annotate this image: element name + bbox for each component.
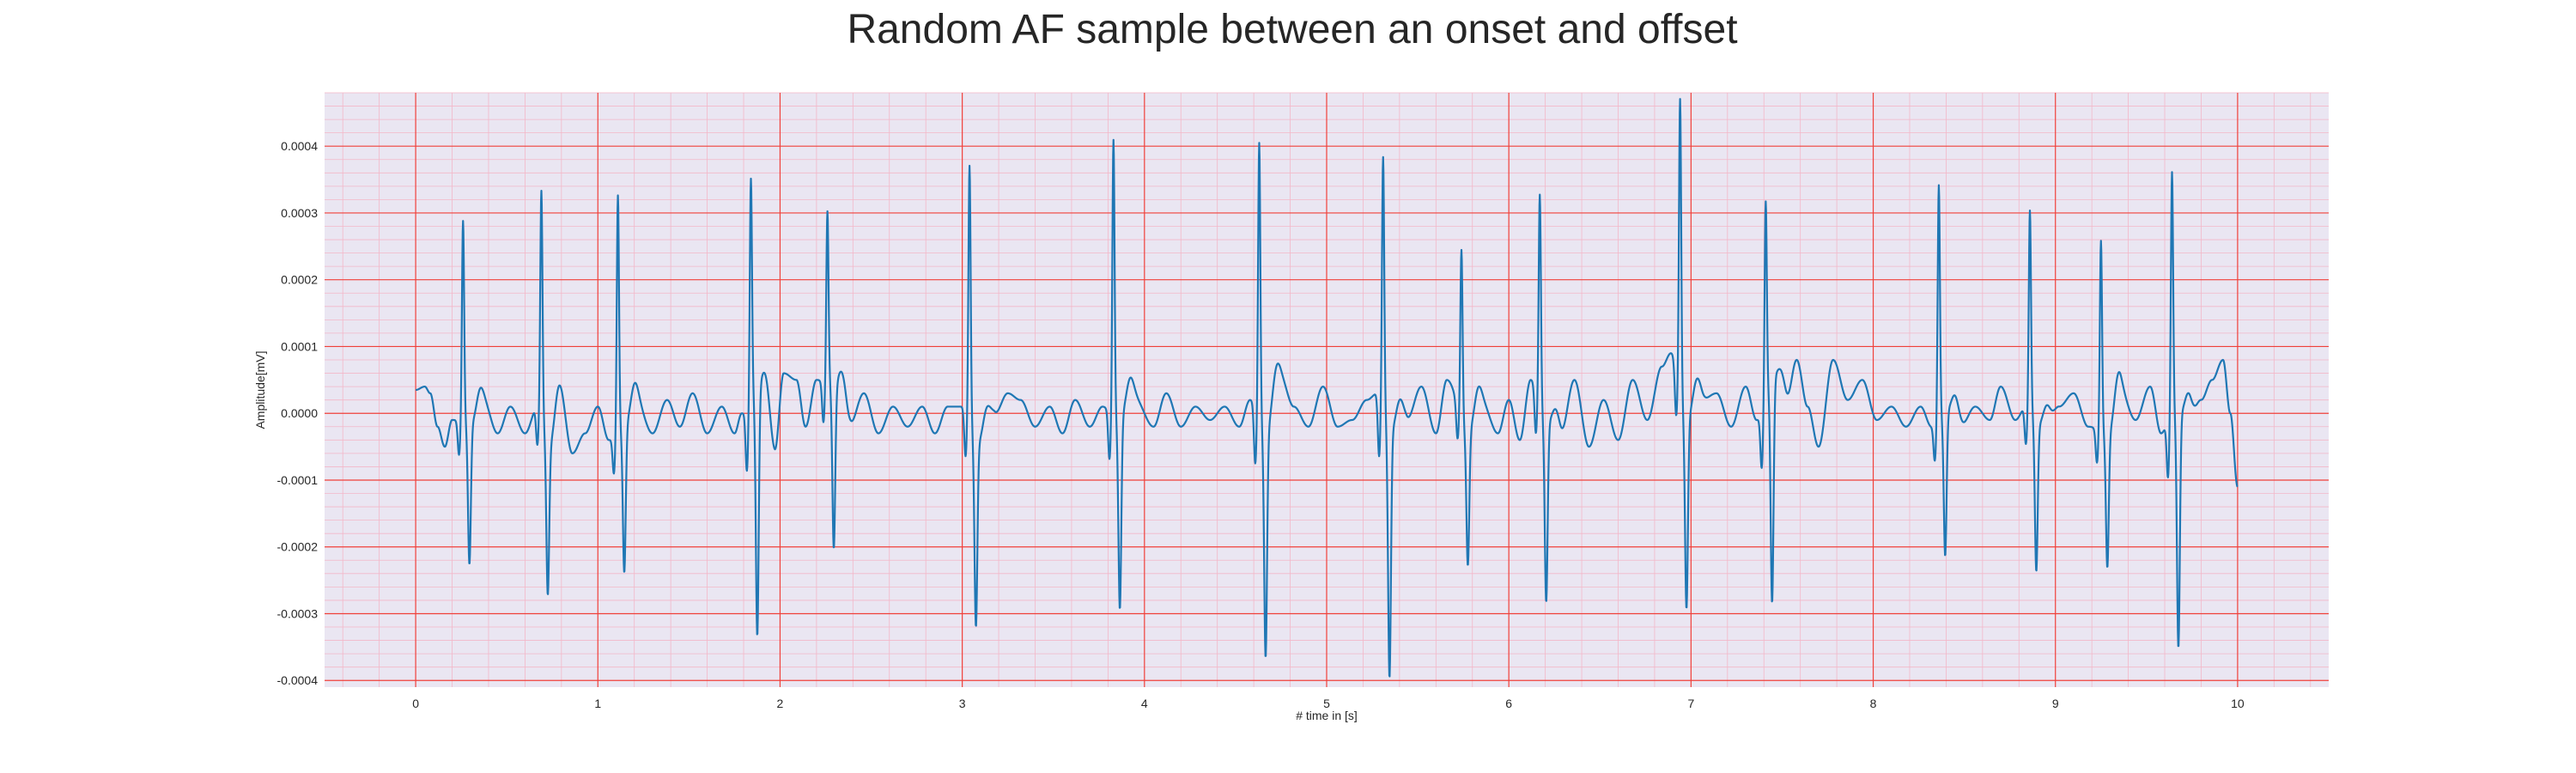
x-tick-label: 6 [1505,697,1512,710]
x-tick-label: 10 [2231,697,2245,710]
x-tick-label: 0 [412,697,419,710]
y-axis-label: Amplitude[mV] [253,350,267,429]
x-tick-label: 8 [1870,697,1877,710]
ecg-signal-line [415,98,2239,678]
x-tick-label: 5 [1323,697,1330,710]
x-tick-label: 9 [2052,697,2059,710]
x-tick-label: 1 [594,697,601,710]
y-tick-label: 0.0002 [281,273,318,287]
y-tick-labels: -0.0004 -0.0003 -0.0002 -0.0001 0.0000 0.0001… [277,139,319,687]
y-tick-label: -0.0002 [277,540,319,554]
x-tick-label: 2 [777,697,784,710]
y-tick-label: -0.0003 [277,606,319,620]
x-tick-label: 3 [959,697,966,710]
x-axis-label: # time in [s] [1296,709,1358,722]
chart-title: Random AF sample between an onset and of… [847,7,1737,52]
series-layer [415,98,2239,678]
y-tick-label: 0.0000 [281,406,318,420]
x-tick-label: 4 [1141,697,1148,710]
y-tick-label: 0.0004 [281,139,318,153]
x-tick-label: 7 [1687,697,1694,710]
y-tick-label: -0.0001 [277,473,319,487]
y-tick-label: 0.0003 [281,206,318,220]
x-tick-labels: 0 1 2 3 4 5 6 7 8 9 10 [412,697,2245,710]
y-tick-label: -0.0004 [277,673,319,687]
y-tick-label: 0.0001 [281,339,318,353]
